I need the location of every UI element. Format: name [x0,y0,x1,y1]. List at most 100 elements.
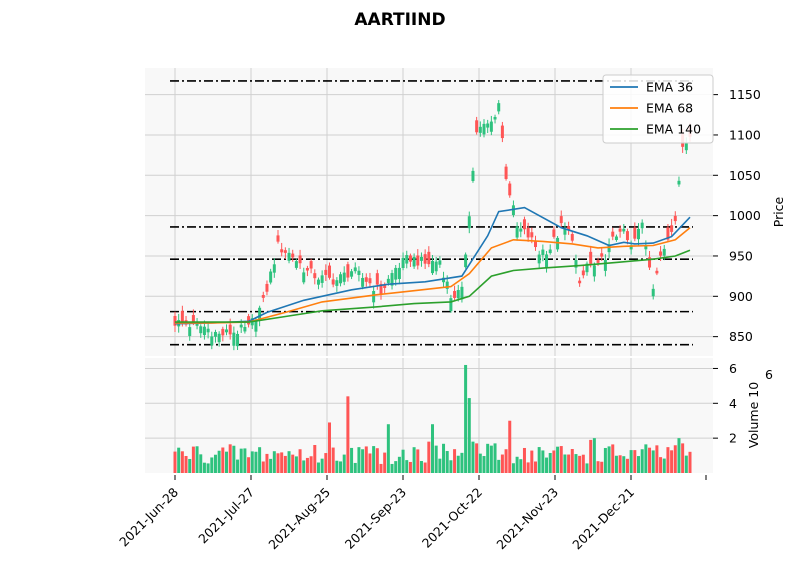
volume-y-tick-label: 2 [729,431,737,446]
volume-bar [456,455,460,473]
volume-bar [236,459,240,473]
candle-body [328,265,331,278]
candle-body [445,281,449,289]
volume-bar [644,444,648,473]
volume-bar [585,463,589,473]
volume-bar [379,463,383,473]
volume-bar [228,444,232,473]
candle-body [449,298,453,312]
candle-body [574,260,578,268]
volume-bar [556,446,560,473]
volume-bar [280,452,284,473]
candle-body [287,252,291,261]
volume-bar [552,450,556,473]
volume-bar [541,450,545,473]
candle-layer [173,100,692,351]
candle-body [394,267,398,280]
candle-body [401,257,405,269]
volume-axis-label: Volume 10 [746,382,761,448]
volume-bar [666,447,670,473]
volume-y-tick-label: 6 [729,361,737,376]
candle-body [677,180,681,185]
hline-layer [170,80,693,346]
volume-bar [592,438,596,473]
volume-bar [269,458,273,473]
volume-bar [442,443,446,473]
volume-bar [662,458,666,473]
volume-bar [622,456,626,473]
candle-body [206,328,210,333]
candle-body [552,229,556,237]
candle-body [397,267,401,279]
candle-body [530,232,534,238]
volume-bar [530,450,534,473]
volume-bar [180,451,184,473]
volume-bar [394,461,398,473]
volume-bar [434,445,438,473]
candle-body [508,183,512,196]
legend-label: EMA 140 [646,122,701,137]
volume-bar [287,451,291,473]
volume-bar [191,446,195,473]
volume-bar [670,450,674,473]
candle-body [489,121,493,132]
candle-body [522,219,526,230]
candle-body [541,249,545,256]
volume-bar [276,453,280,473]
candle-body [563,228,567,235]
candle-body [581,270,585,276]
candle-body [180,310,184,323]
candle-body [640,222,644,229]
volume-bar [640,449,644,473]
volume-bar [659,457,663,473]
volume-y-tick-label: 4 [729,396,737,411]
candle-body [684,142,688,151]
candle-body [232,332,236,346]
volume-bar [438,458,442,473]
candle-body [515,226,519,238]
candle-body [670,225,674,232]
candle-body [210,336,214,346]
candle-body [195,322,199,326]
candle-body [611,231,615,237]
volume-bar [210,457,214,473]
candle-body [368,278,372,284]
candle-body [607,244,611,253]
candle-body [372,291,376,303]
candle-body [618,228,622,232]
volume-bar [261,461,265,473]
candle-body [412,256,416,267]
y-tick-label: 1050 [729,168,761,183]
candle-body [644,246,648,250]
legend-box [602,74,714,144]
y-tick-label: 950 [729,248,753,263]
candle-body [467,216,471,229]
volume-bar [508,420,512,473]
candle-body [353,267,357,272]
candle-body [427,251,431,265]
candle-body [570,234,574,241]
candle-body [559,216,563,224]
candle-body [272,264,276,273]
candle-body [603,259,607,271]
candle-body [254,320,258,332]
volume-bar [427,441,431,473]
candle-body [225,329,228,333]
volume-bar [570,448,574,473]
ema-layer [174,206,691,325]
volume-bar [250,451,254,473]
volume-bar [383,452,387,473]
candle-body [592,265,596,277]
volume-bar [177,447,181,473]
volume-bar [272,451,276,473]
candle-body [258,307,262,320]
volume-bar [173,451,177,473]
volume-bar [651,450,655,473]
volume-bar [419,460,423,473]
candle-body [648,257,652,268]
volume-bar [548,452,552,473]
candle-body [651,288,655,297]
volume-bar [648,447,652,473]
volume-bar [265,453,269,473]
